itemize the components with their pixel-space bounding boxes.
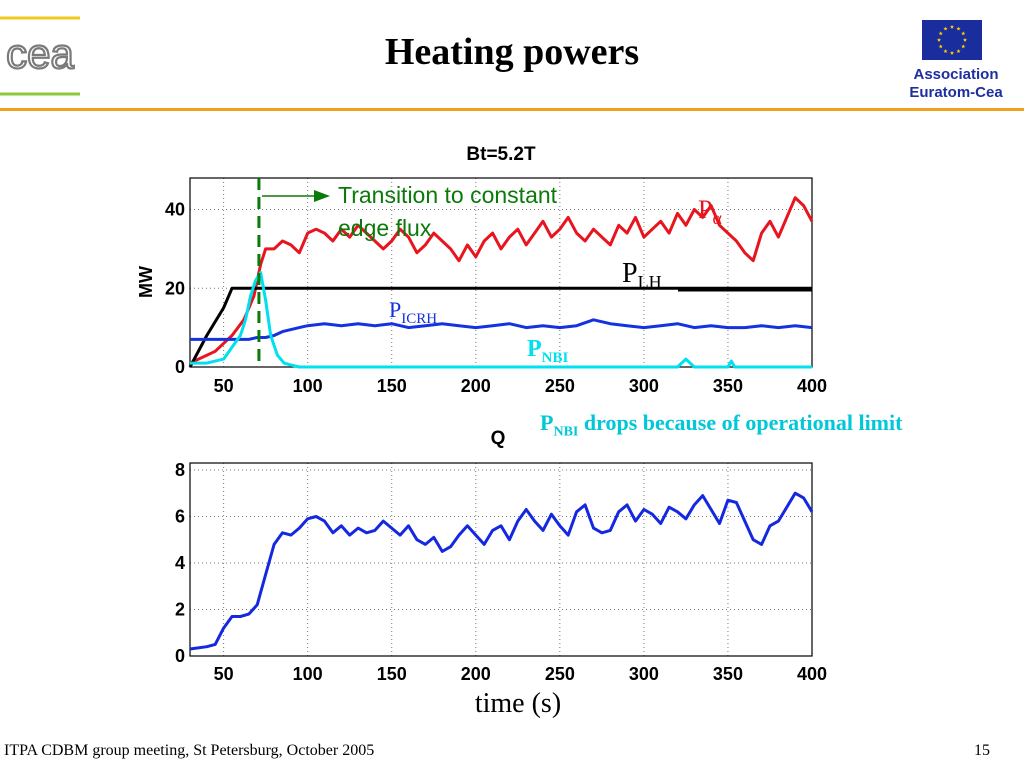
x-tick-label: 200 [461,376,491,396]
y-axis-label: Q [491,428,506,449]
page-title: Heating powers [384,31,640,73]
association-line-2: Euratom-Cea [909,84,1003,101]
cea-logo-icon: cea [0,16,80,96]
y-tick-label: 4 [175,553,185,573]
series-label-α: Pα [698,195,722,228]
nbi-note-sub: NBI [553,424,579,440]
eu-star-icon [956,49,961,54]
eu-star-icon [938,44,943,49]
series-line-q [189,491,814,651]
y-tick-label: 40 [165,200,185,220]
transition-label-1: Transition to constant [338,182,558,208]
x-tick-label: 200 [461,664,491,684]
x-tick-label: 100 [293,664,323,684]
page-number: 15 [974,742,990,759]
x-tick-label: 250 [545,376,575,396]
header-divider [0,108,1024,111]
nbi-note-text: drops because of operational limit [578,410,903,435]
eu-star-icon [943,26,948,31]
series-line-nbi [190,271,812,369]
eu-star-icon [961,44,966,49]
x-tick-label: 400 [797,376,827,396]
arrow-head-icon [314,190,330,202]
x-tick-label: 50 [214,664,234,684]
y-tick-label: 0 [175,357,185,377]
eu-star-icon [938,31,943,36]
eu-star-icon [949,24,955,29]
nbi-note: PNBI drops because of operational limit [540,410,902,440]
x-tick-label: 350 [713,664,743,684]
series-label-nbi: PNBI [527,336,569,366]
y-tick-label: 6 [175,506,185,526]
association-line-1: Association [913,66,999,83]
eu-star-icon [949,50,955,55]
transition-label-2: edge flux [338,215,432,241]
series-line-α [189,196,814,365]
series-line-lh [188,286,812,368]
y-tick-label: 0 [175,646,185,666]
eu-star-icon [943,49,948,54]
eu-star-icon [962,37,968,42]
chart-1: 50 100 150 200 250 300 350 400 0 20 40 Bt=5.2T MW [136,144,827,396]
x-tick-label: 100 [293,376,323,396]
plot-frame [189,462,813,657]
series-line-icrh [190,318,813,341]
footer-text: ITPA CDBM group meeting, St Petersburg, … [4,742,375,759]
y-tick-label: 20 [165,278,185,298]
y-axis-label: MW [136,266,156,298]
eu-star-icon [956,26,961,31]
series-label-lh: PLH [622,258,662,292]
chart-title: Bt=5.2T [466,144,536,165]
x-tick-label: 350 [713,376,743,396]
logo-text: cea [6,30,74,77]
series-label-icrh: PICRH [389,297,437,327]
x-tick-label: 50 [214,376,234,396]
x-tick-label: 150 [377,664,407,684]
x-tick-label: 300 [629,376,659,396]
x-tick-label: 250 [545,664,575,684]
y-tick-label: 8 [175,460,185,480]
eu-star-icon [961,31,966,36]
x-tick-label: 150 [377,376,407,396]
x-axis-label: time (s) [475,688,561,719]
association-label: Association Euratom-Cea [890,66,1022,102]
y-tick-label: 2 [175,599,185,619]
x-tick-label: 300 [629,664,659,684]
eu-star-icon [936,37,942,42]
x-tick-label: 400 [797,664,827,684]
eu-flag-icon [922,20,982,60]
nbi-note-prefix: P [540,410,554,435]
